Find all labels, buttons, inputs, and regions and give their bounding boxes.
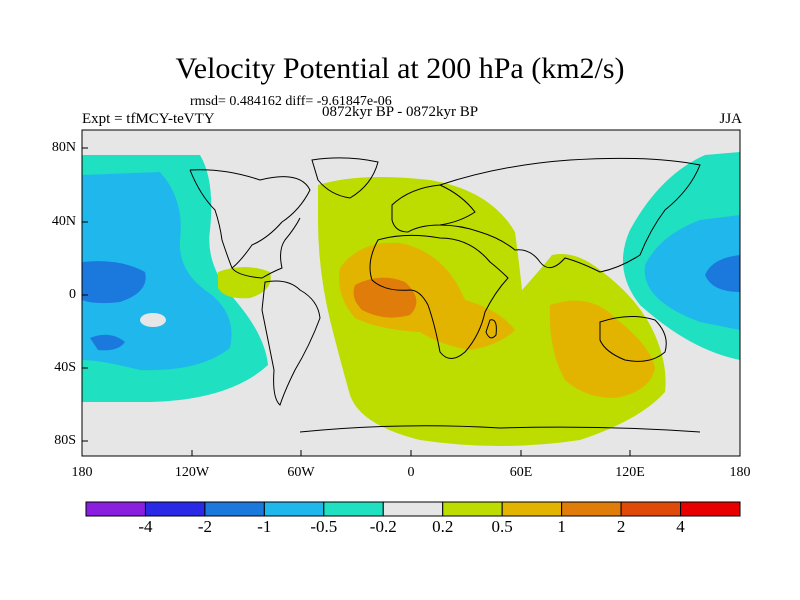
contour-neg-1-west-small [90, 334, 125, 351]
stats-label: rmsd= 0.484162 diff= -9.61847e-06 [190, 94, 392, 109]
x-tick-0: 0 [407, 465, 415, 480]
colorbar-swatch [382, 501, 444, 517]
contour-neg-05-west [82, 172, 232, 371]
contour-neg-1-east [705, 255, 740, 292]
contour-hole-west [140, 313, 166, 327]
contour-pos-05-indian [549, 300, 655, 398]
x-tick-120w: 120W [174, 465, 210, 480]
y-tick-80s: 80S [54, 433, 76, 448]
colorbar-label: 2 [616, 517, 626, 536]
x-tick-180-left: 180 [71, 465, 93, 480]
colorbar-label: -4 [138, 517, 153, 536]
colorbar-swatch [442, 501, 503, 517]
colorbar-swatch [204, 501, 265, 517]
contour-pos-02-atlantic-small [218, 267, 271, 299]
contour-neg-05-east [644, 215, 740, 330]
x-tick-60w: 60W [287, 465, 315, 480]
colorbar-swatch [501, 501, 563, 517]
colorbar-swatch [680, 501, 741, 517]
y-tick-40n: 40N [51, 214, 76, 229]
contour-neg-1-west [82, 261, 146, 304]
colorbar-label: -0.2 [369, 517, 397, 536]
contour-pos-1-africa [353, 277, 417, 318]
y-tick-0: 0 [69, 287, 76, 302]
colorbar-swatch [323, 501, 384, 517]
y-tick-80n: 80N [51, 140, 76, 155]
map-title: Velocity Potential at 200 hPa (km2/s) [175, 52, 625, 85]
colorbar-swatch [620, 501, 682, 517]
experiment-label: Expt = tfMCY-teVTY [82, 111, 215, 127]
period-label: 0872kyr BP - 0872kyr BP [322, 104, 479, 120]
colorbar-label: 4 [676, 517, 685, 536]
colorbar-swatch [85, 501, 146, 517]
colorbar-label: 0.5 [491, 517, 513, 536]
colorbar-swatch [263, 501, 325, 517]
tick-marks [82, 147, 631, 456]
colorbar-label: -0.5 [310, 517, 338, 536]
colorbar-label: -1 [257, 517, 272, 536]
coastlines [189, 157, 701, 433]
colorbar-label: -2 [197, 517, 212, 536]
x-tick-120e: 120E [615, 465, 645, 480]
contour-pos-05-africa [339, 242, 515, 350]
colorbar-label: 1 [557, 517, 566, 536]
x-tick-180-right: 180 [729, 465, 751, 480]
colorbar-swatch [561, 501, 622, 517]
y-tick-40s: 40S [54, 360, 76, 375]
colorbar-swatch [144, 501, 206, 517]
season-label: JJA [719, 111, 742, 127]
colorbar-label: 0.2 [432, 517, 454, 536]
x-tick-60e: 60E [509, 465, 533, 480]
